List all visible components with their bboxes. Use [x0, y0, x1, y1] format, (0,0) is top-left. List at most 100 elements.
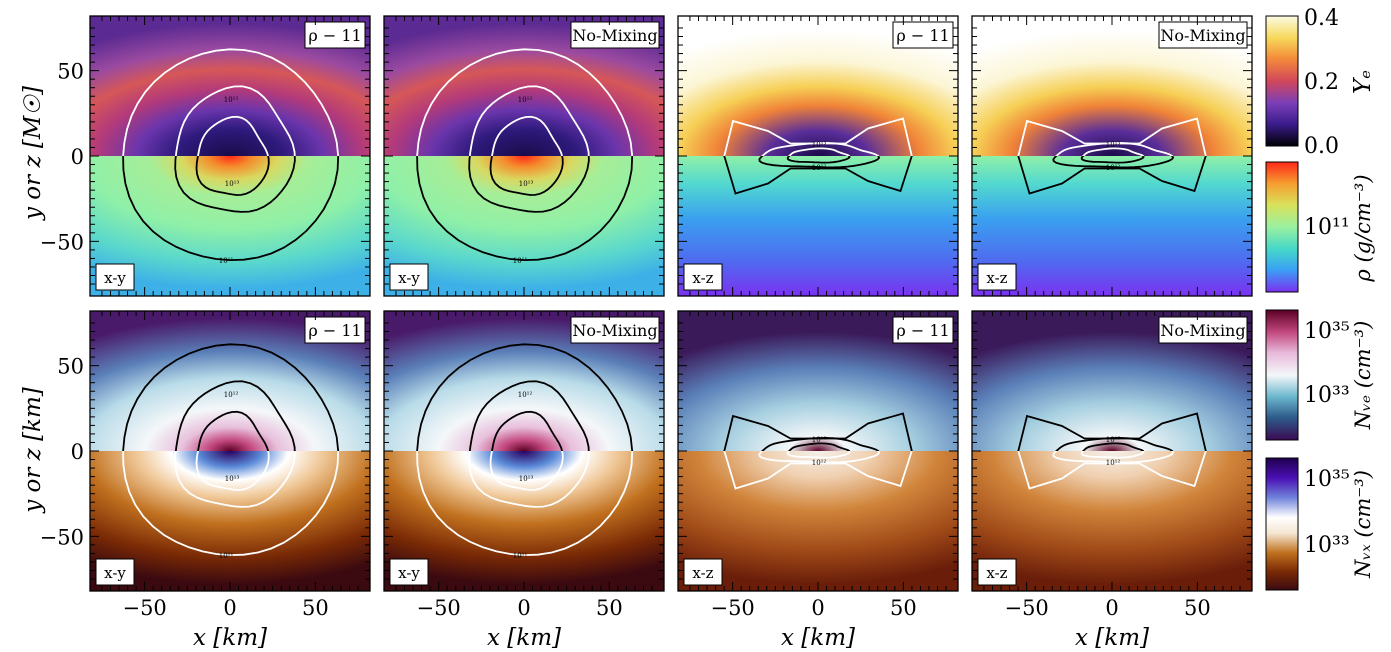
contour-label-2: 10¹² — [224, 391, 239, 399]
contour-upper-1 — [1054, 141, 1174, 156]
panel-r2c3: 10¹² 10¹³ ρ − 11 x-z — [678, 311, 958, 591]
x-axis-label: x [km] — [487, 625, 561, 651]
contour-lower-1 — [468, 156, 590, 213]
contour-lower-1 — [758, 451, 881, 464]
contour-lower-2 — [786, 156, 851, 164]
colorbar-rho-tick-0: 10¹¹ — [1304, 215, 1350, 240]
frame-r2c4 — [971, 310, 1253, 592]
colorbar-nve-tick-0: 10³⁵ — [1304, 319, 1350, 344]
contour-label-1: 10¹³ — [1106, 141, 1121, 149]
contour-label-1: 10¹³ — [519, 180, 534, 188]
contour-upper-2 — [197, 410, 269, 451]
model-tag: ρ − 11 — [304, 316, 366, 344]
model-tag-text: No-Mixing — [1160, 321, 1245, 340]
y-tick-label: −50 — [40, 525, 84, 549]
panel-r1c3: 10¹² 10¹³ ρ − 11 x-z — [678, 16, 958, 296]
contour-upper-1 — [468, 380, 590, 451]
lower-half-map — [384, 156, 664, 296]
panel-r1c4: 10¹² 10¹³ No-Mixing x-z — [972, 16, 1252, 296]
x-tick-label: 50 — [890, 596, 917, 620]
contour-lower-1 — [468, 451, 590, 508]
contour-label-0: 10¹¹ — [219, 257, 234, 265]
contour-lower-0 — [723, 451, 913, 490]
model-tag-box — [570, 21, 660, 49]
frame-r1c2 — [383, 15, 665, 297]
contour-lower-1 — [758, 156, 881, 169]
y-tick-label: 0 — [71, 440, 84, 464]
plane-tag-box — [389, 558, 429, 586]
model-tag: ρ − 11 — [304, 21, 366, 49]
x-tick-label: 50 — [596, 596, 623, 620]
plane-tag-text: x-y — [398, 564, 420, 582]
frame-r1c3 — [677, 15, 959, 297]
model-tag: No-Mixing — [1158, 21, 1248, 49]
contour-upper-2 — [491, 410, 563, 451]
contour-lower-0 — [122, 451, 340, 557]
contour-label-1: 10¹³ — [1106, 436, 1121, 444]
colorbar-nve-bar — [1265, 309, 1299, 441]
model-tag-text: ρ − 11 — [308, 26, 361, 45]
contour-label-0: 10¹² — [812, 164, 827, 172]
contour-upper-0 — [122, 48, 340, 156]
model-tag: No-Mixing — [570, 21, 660, 49]
contour-upper-0 — [122, 343, 340, 451]
colorbar-nvx-tick-0: 10³⁵ — [1304, 467, 1350, 492]
plane-tag-text: x-z — [692, 564, 713, 582]
contour-label-0: 10¹² — [812, 459, 827, 467]
contour-label-0: 10¹² — [1106, 459, 1121, 467]
plane-tag-box — [683, 558, 723, 586]
contour-label-1: 10¹³ — [225, 475, 240, 483]
plane-tag-box — [977, 263, 1017, 291]
panel-r1c1: 10¹¹ 10¹³ 10¹² ρ − 11 x-y — [90, 16, 370, 296]
contour-label-1: 10¹³ — [812, 436, 827, 444]
contour-upper-0 — [416, 48, 634, 156]
frame-r2c2 — [383, 310, 665, 592]
model-tag-box — [304, 316, 366, 344]
contours: 10¹² 10¹³ — [1017, 412, 1207, 490]
contour-lower-2 — [786, 451, 851, 459]
contour-lower-1 — [174, 156, 296, 213]
y-tick-label: −50 — [40, 230, 84, 254]
x-axis-label: x [km] — [1075, 625, 1149, 651]
contour-lower-0 — [723, 156, 913, 195]
x-axis-labels: −50 0 50 x [km] −50 0 50 x [km] −50 0 50 x [km] −50 0… — [122, 596, 1210, 651]
plane-tag-box — [977, 558, 1017, 586]
x-axis-label: x [km] — [781, 625, 855, 651]
panel-r2c4: 10¹² 10¹³ No-Mixing x-z — [972, 311, 1252, 591]
contour-upper-1 — [468, 85, 590, 156]
plane-tag-text: x-z — [986, 564, 1007, 582]
lower-half-map — [972, 451, 1252, 591]
panel-r2c2: 10¹¹ 10¹³ 10¹² No-Mixing x-y — [384, 311, 664, 591]
contour-upper-2 — [197, 115, 269, 156]
contour-label-2: 10¹² — [224, 96, 239, 104]
contour-label-1: 10¹³ — [225, 180, 240, 188]
model-tag: ρ − 11 — [892, 316, 954, 344]
colorbar-rho: 10¹¹ ρ (g/cm⁻³) — [1265, 161, 1375, 293]
x-axis-label: x [km] — [193, 625, 267, 651]
colorbar-nvx-bar — [1265, 457, 1299, 591]
plane-tag: x-z — [683, 263, 723, 291]
contour-upper-0 — [723, 117, 913, 156]
x-tick-label: 50 — [302, 596, 329, 620]
contour-lower-2 — [489, 451, 564, 491]
contours: 10¹² 10¹³ — [1017, 117, 1207, 195]
colorbar-ye: 0.4 0.2 0.0 Yₑ — [1265, 6, 1376, 159]
model-tag-box — [892, 21, 954, 49]
plane-tag-box — [95, 263, 135, 291]
frame-r1c1 — [89, 15, 371, 297]
contour-lower-2 — [195, 156, 270, 196]
contour-upper-2 — [787, 442, 851, 451]
contour-upper-0 — [416, 343, 634, 451]
colorbar-nvx-label: Nᵥₓ (cm⁻³) — [1351, 470, 1375, 579]
model-tag-text: ρ − 11 — [896, 321, 949, 340]
frame-r2c3 — [677, 310, 959, 592]
colorbar-rho-bar — [1265, 161, 1299, 293]
model-tag-text: No-Mixing — [572, 26, 657, 45]
contour-lower-2 — [489, 156, 564, 196]
contour-lower-1 — [1052, 156, 1175, 169]
x-tick-label: −50 — [416, 596, 460, 620]
x-tick-label: −50 — [710, 596, 754, 620]
top-y-axis-label: y or z [M☉] — [20, 86, 46, 221]
contour-upper-2 — [1081, 147, 1145, 156]
